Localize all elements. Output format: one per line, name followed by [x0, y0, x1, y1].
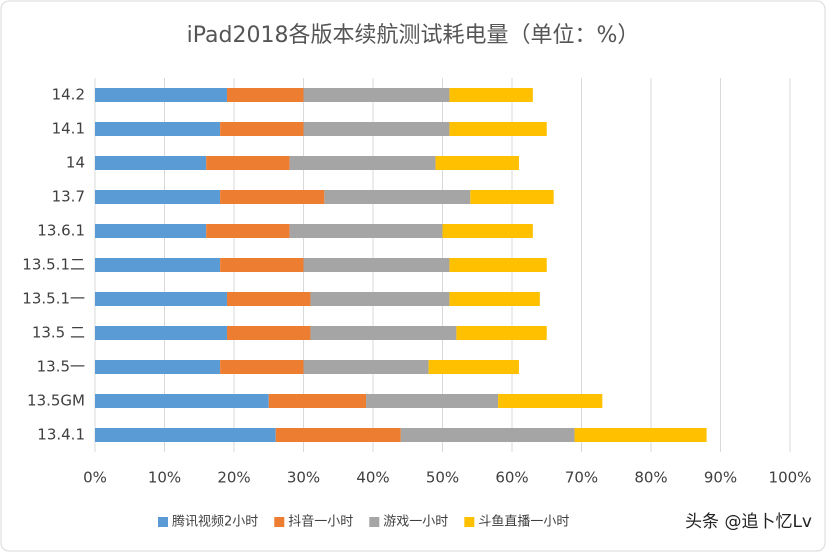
y-tick-label: 13.5GM	[27, 392, 85, 410]
bar-segment	[366, 394, 499, 408]
y-tick-label: 13.5.1一	[22, 290, 85, 308]
y-tick-label: 13.7	[52, 188, 85, 206]
bar-segment	[220, 360, 304, 374]
bar-segment	[303, 258, 450, 272]
y-tick-label: 14.2	[52, 86, 85, 104]
bar-segment	[310, 326, 457, 340]
x-tick-label: 50%	[426, 469, 459, 487]
x-tick-label: 30%	[287, 469, 320, 487]
bar-segment	[400, 428, 575, 442]
bar-segment	[95, 360, 221, 374]
bar-segment	[95, 190, 221, 204]
bar-segment	[227, 292, 311, 306]
bar-segment	[220, 190, 325, 204]
bar-segment	[574, 428, 707, 442]
bar-segment	[449, 258, 547, 272]
legend-label: 抖音一小时	[288, 514, 353, 530]
legend-label: 游戏一小时	[383, 515, 448, 530]
bar-segment	[227, 326, 311, 340]
x-tick-label: 90%	[704, 469, 737, 487]
bar-segment	[95, 394, 269, 408]
bar-segment	[275, 428, 401, 442]
y-tick-label: 14.1	[52, 120, 85, 138]
bar-segment	[324, 190, 471, 204]
bar-segment	[95, 224, 207, 238]
bar-segment	[435, 156, 519, 170]
bar-segment	[310, 292, 450, 306]
y-tick-label: 13.5.1二	[22, 256, 85, 274]
legend-swatch	[464, 517, 475, 527]
bar-segment	[428, 360, 519, 374]
legend-label: 斗鱼直播一小时	[478, 514, 569, 530]
legend-label: 腾讯视频2小时	[172, 514, 258, 530]
bar-segment	[268, 394, 367, 408]
bar-segment	[449, 122, 547, 136]
legend-swatch	[274, 517, 285, 527]
x-tick-label: 20%	[217, 469, 250, 487]
bar-segment	[449, 292, 540, 306]
bar-segment	[95, 428, 276, 442]
bar-segment	[95, 88, 228, 102]
y-tick-label: 14	[66, 154, 85, 172]
x-tick-label: 100%	[769, 469, 812, 487]
x-tick-label: 70%	[565, 469, 598, 487]
bar-segment	[95, 326, 228, 340]
bar-segment	[442, 224, 533, 238]
bar-segment	[95, 258, 221, 272]
x-tick-label: 60%	[495, 469, 528, 487]
y-tick-label: 13.4.1	[37, 426, 85, 444]
y-tick-label: 13.5一	[37, 358, 85, 376]
bar-segment	[498, 394, 603, 408]
bar-segment	[227, 88, 304, 102]
x-tick-label: 10%	[148, 469, 181, 487]
legend-swatch	[158, 517, 168, 527]
bar-segment	[289, 224, 443, 238]
bar-segment	[206, 224, 290, 238]
bar-segment	[95, 292, 228, 306]
bar-segment	[303, 88, 450, 102]
bar-segment	[303, 122, 450, 136]
bar-segment	[220, 122, 304, 136]
y-tick-label: 13.6.1	[37, 222, 85, 240]
x-tick-label: 80%	[634, 469, 667, 487]
bar-segment	[303, 360, 429, 374]
bar-segment	[220, 258, 304, 272]
legend-swatch	[369, 517, 380, 527]
y-tick-label: 13.5 二	[32, 324, 85, 342]
watermark: 头条 @追卜忆Lv	[685, 512, 812, 532]
bar-segment	[95, 156, 207, 170]
bar-segment	[95, 122, 221, 136]
bar-segment	[449, 88, 533, 102]
bar-segment	[289, 156, 436, 170]
x-tick-label: 40%	[356, 469, 389, 487]
chart-title: iPad2018各版本续航测试耗电量（单位：%）	[187, 23, 640, 48]
bar-segment	[470, 190, 554, 204]
bar-segment	[206, 156, 290, 170]
x-tick-label: 0%	[83, 469, 107, 487]
bar-segment	[456, 326, 547, 340]
